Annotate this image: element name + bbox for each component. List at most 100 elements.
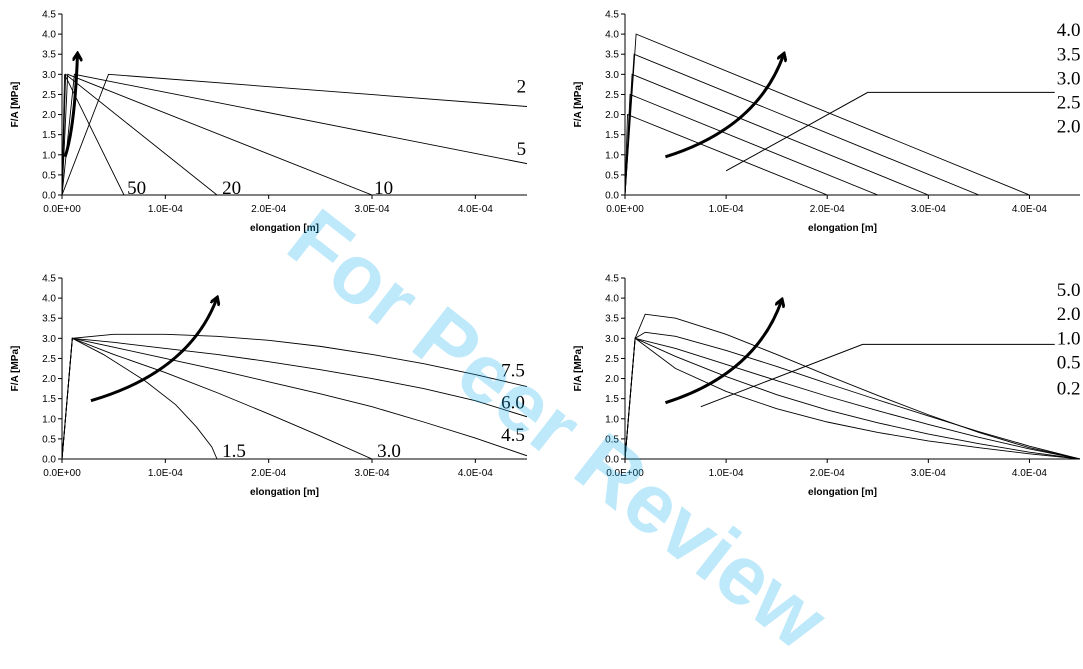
y-tick-label: 3.5 — [605, 50, 619, 61]
curve-label: 1.0 — [1057, 328, 1081, 349]
series-line-0.2 — [625, 337, 1080, 459]
x-tick-label: 1.0E-04 — [709, 468, 744, 479]
x-axis-title: elongation [m] — [250, 223, 319, 234]
series-line-5 — [62, 73, 527, 195]
series-line-20 — [62, 73, 218, 195]
curve-label: 2.0 — [1057, 304, 1081, 325]
x-tick-label: 2.0E-04 — [810, 204, 845, 215]
y-tick-label: 1.0 — [605, 414, 619, 425]
x-tick-label: 2.0E-04 — [251, 468, 286, 479]
series-line-4.5 — [62, 337, 527, 459]
x-tick-label: 0.0E+00 — [606, 468, 644, 479]
series-line-4.0 — [625, 33, 1030, 195]
y-tick-label: 3.0 — [42, 70, 56, 81]
y-tick-label: 1.0 — [42, 150, 56, 161]
y-tick-label: 3.5 — [42, 50, 56, 61]
chart-panel-1: 0.0 0.5 1.0 1.5 2.0 2.5 3.0 3.5 4.0 4.5 0.0E+00 1.0… — [10, 10, 527, 234]
series-line-1.5 — [62, 337, 218, 459]
x-tick-label: 1.0E-04 — [709, 204, 744, 215]
curve-label: 3.0 — [377, 441, 401, 462]
y-tick-label: 2.5 — [605, 90, 619, 101]
series-line-2.0 — [625, 113, 828, 195]
x-axis-title: elongation [m] — [808, 487, 877, 498]
y-tick-label: 2.0 — [42, 110, 56, 121]
curve-label: 10 — [374, 178, 393, 199]
y-tick-label: 3.0 — [42, 334, 56, 345]
x-tick-label: 4.0E-04 — [458, 468, 493, 479]
curve-label: 2.0 — [1057, 117, 1081, 138]
x-tick-label: 4.0E-04 — [1012, 204, 1047, 215]
curve-label: 0.2 — [1057, 379, 1081, 400]
x-tick-label: 3.0E-04 — [354, 468, 389, 479]
x-tick-label: 0.0E+00 — [606, 204, 644, 215]
x-tick-label: 4.0E-04 — [458, 204, 493, 215]
y-axis-title: F/A [MPa] — [10, 82, 21, 128]
series-line-2.0 — [625, 331, 1080, 459]
y-tick-label: 3.5 — [42, 314, 56, 325]
series-line-3.0 — [62, 337, 373, 459]
y-tick-label: 3.0 — [605, 70, 619, 81]
chart-panel-4: 0.0 0.5 1.0 1.5 2.0 2.5 3.0 3.5 4.0 4.5 0.0E+00 1.0… — [573, 274, 1080, 499]
curve-label: 6.0 — [501, 393, 525, 414]
series-line-2.5 — [625, 93, 878, 195]
x-tick-label: 0.0E+00 — [43, 204, 81, 215]
x-tick-label: 3.0E-04 — [911, 468, 946, 479]
y-tick-label: 4.0 — [605, 294, 619, 305]
curve-label: 0.5 — [1057, 353, 1081, 374]
y-tick-label: 3.5 — [605, 314, 619, 325]
y-tick-label: 4.0 — [605, 30, 619, 41]
y-tick-label: 1.5 — [605, 130, 619, 141]
y-tick-label: 0.5 — [42, 434, 56, 445]
x-tick-label: 1.0E-04 — [148, 204, 183, 215]
y-tick-label: 1.0 — [42, 414, 56, 425]
y-tick-label: 4.0 — [42, 294, 56, 305]
y-tick-label: 2.5 — [42, 354, 56, 365]
y-axis-title: F/A [MPa] — [10, 346, 21, 392]
curve-label: 20 — [222, 178, 241, 199]
y-tick-label: 1.5 — [605, 394, 619, 405]
chart-panel-2: 0.0 0.5 1.0 1.5 2.0 2.5 3.0 3.5 4.0 4.5 0.0E+00 1.0… — [573, 10, 1080, 235]
y-tick-label: 4.5 — [605, 10, 619, 21]
y-tick-label: 2.0 — [42, 374, 56, 385]
curve-label: 1.5 — [222, 441, 246, 462]
y-tick-label: 4.0 — [42, 30, 56, 41]
y-tick-label: 0.0 — [42, 455, 56, 466]
series-line-3.5 — [625, 53, 980, 195]
y-axis-title: F/A [MPa] — [573, 346, 584, 392]
trend-arrow — [664, 54, 783, 159]
y-tick-label: 1.5 — [42, 130, 56, 141]
x-axis-title: elongation [m] — [250, 487, 319, 498]
figure: 0.0 0.5 1.0 1.5 2.0 2.5 3.0 3.5 4.0 4.5 0.0E+00 1.0… — [10, 10, 1080, 499]
trend-arrow — [90, 298, 217, 403]
y-tick-label: 2.0 — [605, 110, 619, 121]
y-tick-label: 3.0 — [605, 334, 619, 345]
y-tick-label: 0.5 — [605, 434, 619, 445]
series-line-1.0 — [625, 337, 1080, 459]
y-tick-label: 0.5 — [605, 170, 619, 181]
curve-label: 3.0 — [1057, 68, 1081, 89]
x-tick-label: 2.0E-04 — [810, 468, 845, 479]
y-tick-label: 0.0 — [605, 191, 619, 202]
curve-label: 5 — [517, 139, 527, 160]
y-tick-label: 1.5 — [42, 394, 56, 405]
trend-arrow — [63, 54, 77, 158]
y-tick-label: 2.0 — [605, 374, 619, 385]
curve-label: 50 — [127, 178, 146, 199]
series-line-10 — [62, 73, 373, 195]
series-line-2 — [62, 73, 527, 195]
x-tick-label: 2.0E-04 — [251, 204, 286, 215]
leader-line — [700, 343, 1055, 408]
curve-label: 4.0 — [1057, 20, 1081, 41]
x-tick-label: 3.0E-04 — [911, 204, 946, 215]
series-line-6.0 — [62, 337, 527, 459]
y-tick-label: 0.5 — [42, 170, 56, 181]
y-tick-label: 1.0 — [605, 150, 619, 161]
curve-label: 4.5 — [501, 425, 525, 446]
leader-line — [725, 91, 1055, 172]
y-tick-label: 2.5 — [42, 90, 56, 101]
x-tick-label: 4.0E-04 — [1012, 468, 1047, 479]
y-tick-label: 2.5 — [605, 354, 619, 365]
curve-label: 2.5 — [1057, 93, 1081, 114]
x-tick-label: 0.0E+00 — [43, 468, 81, 479]
series-line-7.5 — [62, 333, 527, 459]
